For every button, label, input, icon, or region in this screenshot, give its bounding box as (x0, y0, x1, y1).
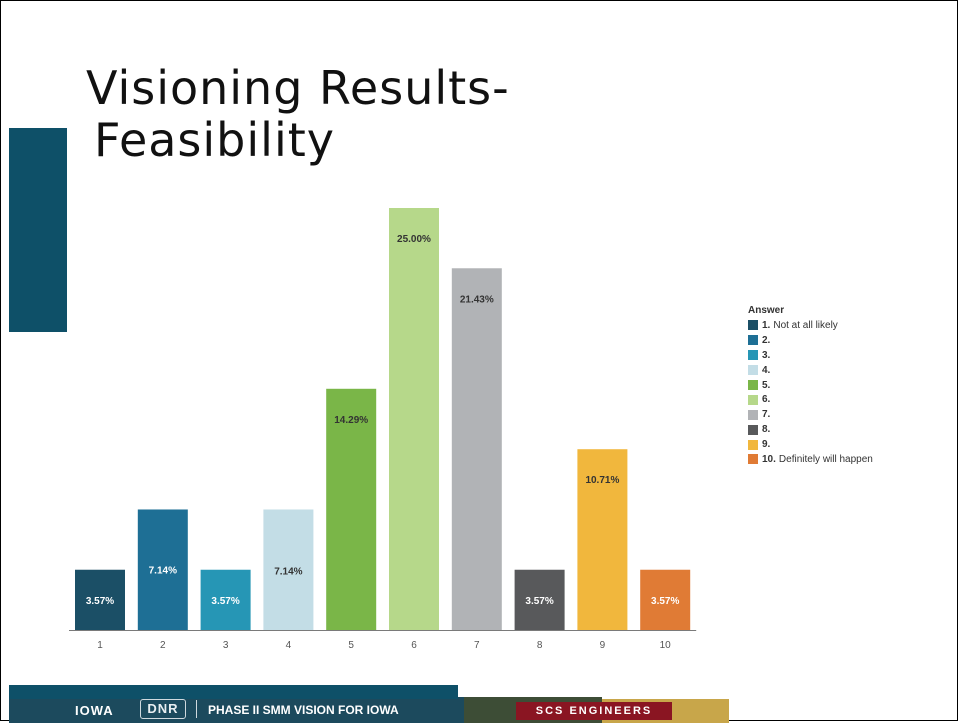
legend-item-7: 7. (748, 407, 873, 422)
legend-number: 1. (762, 319, 771, 331)
legend-swatch (748, 424, 758, 435)
legend-number: 5. (762, 379, 771, 391)
footer-blue-band (9, 697, 464, 723)
legend-swatch (748, 439, 758, 450)
legend-item-9: 9. (748, 437, 873, 452)
x-tick-6: 6 (411, 640, 417, 651)
legend-item-1: 1. Not at all likely (748, 318, 873, 333)
footer-program-text: PHASE II SMM VISION FOR IOWA (208, 703, 399, 717)
bar-2 (137, 509, 188, 630)
legend-item-3: 3. (748, 348, 873, 363)
legend-number: 9. (762, 439, 771, 451)
title-line-1: Visioning Results- (86, 61, 510, 115)
legend-swatch (748, 454, 758, 465)
bar-3 (200, 569, 251, 630)
legend-number: 8. (762, 424, 771, 436)
legend-number: 3. (762, 349, 771, 361)
legend-text: Not at all likely (773, 319, 838, 331)
accent-block (9, 128, 67, 332)
x-tick-10: 10 (660, 640, 672, 651)
legend-item-10: 10. Definitely will happen (748, 452, 873, 467)
legend-swatch (748, 320, 758, 331)
x-tick-7: 7 (474, 640, 480, 651)
bar-8 (514, 569, 565, 630)
footer-separator (196, 700, 197, 718)
footer-banner: IOWA DNR PHASE II SMM VISION FOR IOWA SC… (0, 683, 960, 723)
value-label-1: 3.57% (86, 596, 114, 607)
bar-5 (326, 388, 377, 630)
value-label-9: 10.71% (585, 475, 619, 486)
slide-title: Visioning Results- Feasibility (86, 62, 686, 166)
value-label-10: 3.57% (651, 596, 679, 607)
legend-number: 7. (762, 409, 771, 421)
legend-text: Definitely will happen (778, 453, 873, 465)
footer-iowa-text: IOWA (75, 703, 114, 718)
dnr-logo: DNR (140, 699, 186, 719)
bar-1 (75, 569, 125, 630)
value-label-7: 21.43% (460, 294, 494, 305)
x-tick-4: 4 (286, 640, 292, 651)
x-tick-3: 3 (223, 640, 229, 651)
legend-item-5: 5. (748, 378, 873, 393)
footer-top-band (9, 685, 458, 699)
legend-swatch (748, 350, 758, 361)
chart-legend: Answer 1. Not at all likely 2. 3. 4. 5. 6. 7. 8.… (748, 305, 873, 467)
value-label-3: 3.57% (211, 596, 239, 607)
legend-item-2: 2. (748, 333, 873, 348)
x-tick-8: 8 (537, 640, 543, 651)
legend-swatch (748, 380, 758, 390)
legend-swatch (748, 335, 758, 346)
legend-item-6: 6. (748, 392, 873, 407)
legend-item-8: 8. (748, 422, 873, 437)
value-label-8: 3.57% (525, 596, 553, 607)
value-label-2: 7.14% (149, 566, 177, 577)
value-label-6: 25.00% (397, 234, 431, 245)
legend-swatch (748, 394, 758, 405)
bar-7 (451, 268, 502, 630)
legend-number: 4. (762, 364, 771, 376)
scs-engineers-logo: SCS ENGINEERS (516, 702, 672, 720)
x-tick-9: 9 (600, 640, 606, 651)
legend-number: 6. (762, 394, 771, 406)
legend-swatch (748, 365, 758, 376)
legend-item-4: 4. (748, 363, 873, 378)
legend-swatch (748, 409, 758, 420)
bar-6 (389, 208, 439, 630)
bar-4 (263, 509, 314, 630)
bar-9 (577, 449, 628, 630)
x-tick-2: 2 (160, 640, 166, 651)
x-tick-5: 5 (348, 640, 354, 651)
legend-title: Answer (748, 305, 785, 316)
legend-number: 10. (762, 453, 776, 465)
value-label-4: 7.14% (274, 566, 302, 577)
value-label-5: 14.29% (334, 415, 368, 426)
x-tick-1: 1 (97, 640, 103, 651)
title-line-2: Feasibility (94, 113, 335, 167)
bar-10 (640, 569, 691, 630)
legend-number: 2. (762, 334, 771, 346)
